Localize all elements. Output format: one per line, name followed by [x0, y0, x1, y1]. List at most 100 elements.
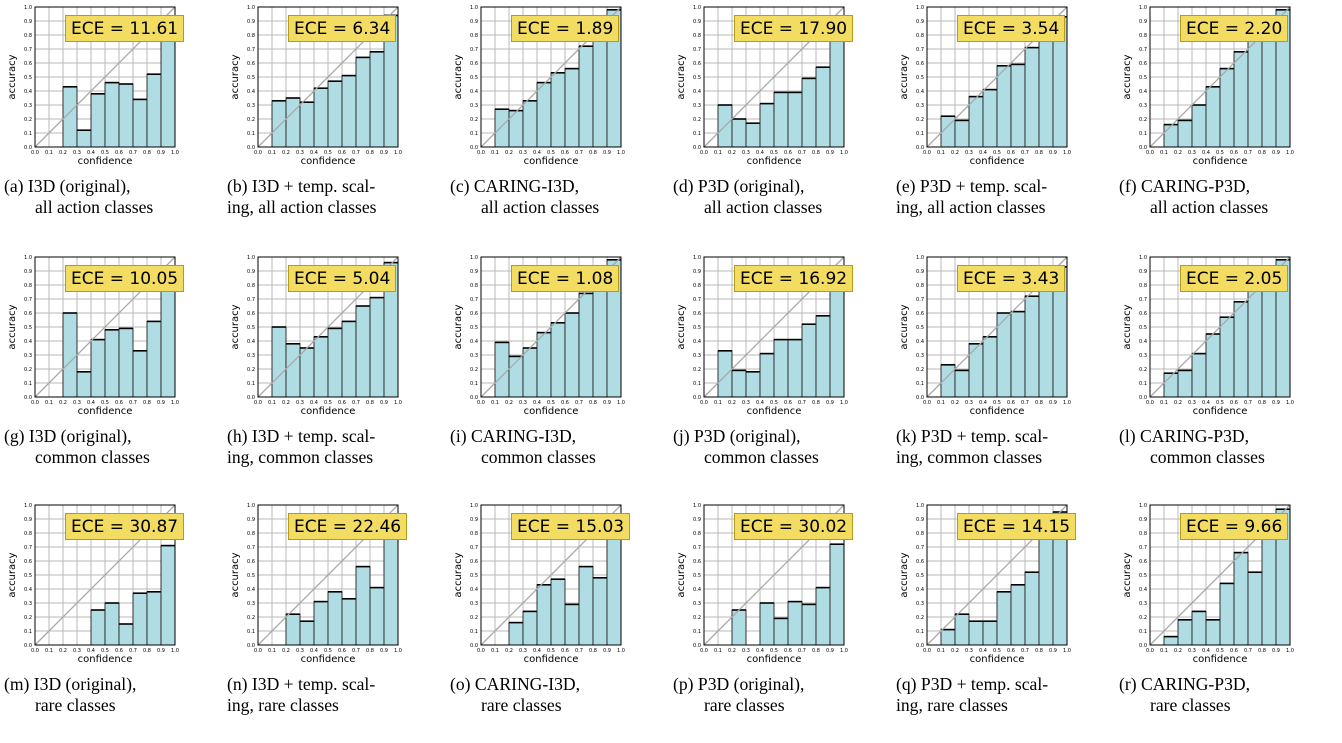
x-tick-label: 0.7	[129, 648, 137, 654]
subfigure-caption: (n) I3D + temp. scal-ing, rare classes	[227, 674, 449, 716]
y-tick-label: 0.5	[24, 325, 32, 331]
bar	[564, 68, 580, 148]
caption-line-1: (g) I3D (original),	[4, 426, 132, 446]
bar	[522, 100, 538, 148]
y-tick-label: 0.3	[916, 353, 924, 359]
x-axis-label: confidence	[747, 654, 802, 665]
bar	[90, 339, 106, 398]
bar	[1247, 38, 1263, 148]
reliability-plot: 0.0 0.0 0.1 0.1 0.2 0.2 0.3 0.3 0.4 0.4 0.5 0.5 0.6 0…	[669, 498, 893, 668]
x-tick-label: 0.8	[1035, 648, 1043, 654]
caption-line-2: ing, common classes	[896, 447, 1043, 467]
x-tick-label: 0.7	[798, 150, 806, 156]
x-tick-label: 0.3	[742, 400, 750, 406]
x-tick-label: 0.1	[937, 150, 945, 156]
x-tick-label: 0.1	[268, 648, 276, 654]
y-axis-label: accuracy	[1122, 54, 1133, 99]
x-tick-label: 0.6	[1007, 150, 1015, 156]
y-axis-label: accuracy	[7, 552, 18, 597]
reliability-plot: 0.0 0.0 0.1 0.1 0.2 0.2 0.3 0.3 0.4 0.4 0.5 0.5 0.6 0…	[223, 250, 447, 420]
x-tick-label: 0.6	[115, 150, 123, 156]
x-tick-label: 0.8	[812, 648, 820, 654]
y-tick-label: 0.7	[693, 545, 701, 551]
bar	[1010, 311, 1026, 398]
bar	[815, 587, 831, 646]
y-tick-label: 0.7	[916, 297, 924, 303]
y-tick-label: 0.2	[1139, 117, 1147, 123]
bar	[801, 323, 817, 398]
bar	[731, 369, 747, 398]
bar	[313, 87, 329, 148]
bar	[285, 613, 301, 646]
x-tick-label: 0.1	[1160, 648, 1168, 654]
plot-frame	[34, 6, 176, 148]
y-tick-label: 0.8	[1139, 283, 1147, 289]
x-tick-label: 0.8	[1035, 150, 1043, 156]
plot-frame	[480, 504, 622, 646]
x-tick-label: 0.0	[1146, 648, 1154, 654]
x-tick-label: 0.0	[923, 150, 931, 156]
y-tick-label: 0.1	[1139, 131, 1147, 137]
bar	[327, 327, 343, 398]
y-tick-label: 0.7	[247, 545, 255, 551]
x-tick-label: 0.9	[1272, 150, 1280, 156]
bar	[592, 284, 608, 398]
x-tick-label: 0.8	[143, 150, 151, 156]
y-tick-label: 0.0	[247, 395, 255, 401]
caption-line-2: all action classes	[1150, 197, 1269, 217]
y-tick-label: 1.0	[24, 503, 32, 509]
bar	[940, 629, 956, 646]
x-tick-label: 0.5	[770, 150, 778, 156]
caption-line-1: (j) P3D (original),	[673, 426, 801, 446]
y-axis-label: accuracy	[230, 552, 241, 597]
y-tick-label: 0.8	[247, 33, 255, 39]
x-tick-label: 0.2	[1174, 400, 1182, 406]
plot-frame	[1149, 6, 1291, 148]
y-tick-label: 0.3	[693, 601, 701, 607]
subfigure-caption: (k) P3D + temp. scal-ing, common classes	[896, 426, 1118, 468]
y-tick-label: 0.4	[916, 339, 924, 345]
caption-line-2: ing, rare classes	[896, 695, 1008, 715]
caption-line-1: (r) CARING-P3D,	[1119, 674, 1250, 694]
reliability-plot: 0.0 0.0 0.1 0.1 0.2 0.2 0.3 0.3 0.4 0.4 0.5 0.5 0.6 0…	[0, 250, 224, 420]
x-tick-label: 0.6	[1007, 648, 1015, 654]
reliability-plot: 0.0 0.0 0.1 0.1 0.2 0.2 0.3 0.3 0.4 0.4 0.5 0.5 0.6 0…	[223, 498, 447, 668]
caption-line-2: rare classes	[704, 695, 785, 715]
bar	[90, 93, 106, 148]
x-axis-label: confidence	[970, 406, 1025, 417]
y-tick-label: 0.2	[24, 615, 32, 621]
x-tick-label: 0.0	[700, 150, 708, 156]
bar	[104, 329, 120, 398]
x-tick-label: 1.0	[617, 150, 625, 156]
x-tick-label: 0.2	[59, 150, 67, 156]
reliability-diagram: 0.00.0 0.1 0.1 0.2 0.2 0.3 0.3 0.4 0.4 0.5 0.5 0.6 0…	[899, 5, 1071, 167]
bar	[160, 545, 176, 646]
subfigure-caption: (e) P3D + temp. scal-ing, all action cla…	[896, 176, 1118, 218]
x-tick-label: 0.7	[575, 150, 583, 156]
bar	[1177, 619, 1193, 646]
x-tick-label: 0.8	[366, 150, 374, 156]
y-tick-label: 0.4	[470, 587, 478, 593]
y-tick-label: 0.0	[1139, 395, 1147, 401]
x-tick-label: 0.5	[324, 648, 332, 654]
caption-line-1: (q) P3D + temp. scal-	[896, 674, 1049, 694]
x-tick-label: 1.0	[171, 150, 179, 156]
bar	[550, 578, 566, 646]
y-tick-label: 0.7	[1139, 545, 1147, 551]
x-tick-label: 0.6	[338, 648, 346, 654]
y-tick-label: 0.7	[470, 297, 478, 303]
y-tick-label: 0.8	[470, 283, 478, 289]
bar	[1247, 571, 1263, 646]
x-axis-label: confidence	[78, 654, 133, 665]
bar	[968, 96, 984, 148]
y-tick-label: 0.9	[247, 517, 255, 523]
caption-line-1: (k) P3D + temp. scal-	[896, 426, 1049, 446]
subfigure-caption: (l) CARING-P3D, common classes	[1119, 426, 1341, 468]
x-tick-label: 0.4	[533, 648, 541, 654]
x-tick-label: 0.4	[87, 400, 95, 406]
y-tick-label: 0.1	[24, 131, 32, 137]
x-tick-label: 0.1	[45, 150, 53, 156]
plot-frame	[703, 504, 845, 646]
y-axis-label: accuracy	[230, 54, 241, 99]
